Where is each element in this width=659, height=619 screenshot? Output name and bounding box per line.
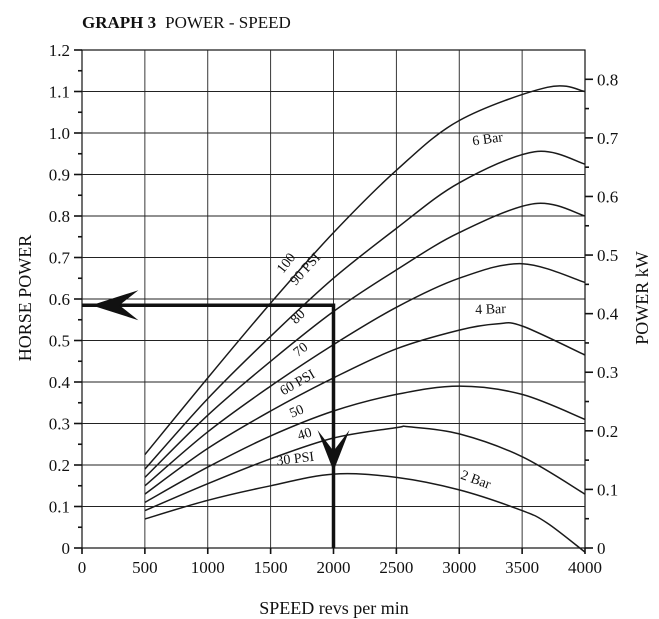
y2-tick-label: 0 — [597, 539, 606, 558]
y2-tick-label: 0.3 — [597, 363, 618, 382]
y-tick-label: 0.3 — [49, 415, 70, 434]
axes: 0 500 1000 1500 2000 2500 3000 3500 400000.10.20… — [49, 41, 619, 577]
curve-label: 80 — [288, 307, 308, 328]
y2-tick-label: 0.8 — [597, 70, 618, 89]
pressure-curve-4 — [144, 321, 586, 495]
x-tick-label: 2500 — [379, 558, 413, 577]
curve-label: 60 PSI — [278, 367, 318, 399]
y-tick-label: 0.1 — [49, 498, 70, 517]
y2-tick-label: 0.2 — [597, 422, 618, 441]
pressure-curve-8 — [144, 85, 586, 456]
curve-label: 4 Bar — [475, 302, 507, 318]
y2-axis-title: POWER kW — [632, 251, 652, 345]
pressure-curve-1 — [144, 472, 586, 553]
curves — [144, 85, 586, 553]
y-tick-label: 0.6 — [49, 290, 70, 309]
y-tick-label: 1.2 — [49, 41, 70, 60]
chart-title-bold: GRAPH 3 — [82, 13, 156, 32]
y2-tick-label: 0.7 — [597, 129, 619, 148]
x-tick-label: 4000 — [568, 558, 602, 577]
y-axis-title: HORSE POWER — [15, 235, 35, 362]
y-tick-label: 0.4 — [49, 373, 71, 392]
chart-title-rest: POWER - SPEED — [165, 13, 291, 32]
y-tick-label: 0.5 — [49, 332, 70, 351]
x-tick-label: 0 — [78, 558, 87, 577]
pressure-curve-7 — [144, 150, 586, 470]
y-tick-label: 0.8 — [49, 207, 70, 226]
left-arrow-icon — [91, 290, 139, 321]
x-axis-title: SPEED revs per min — [259, 598, 408, 618]
y2-tick-label: 0.4 — [597, 305, 619, 324]
curve-label: 40 — [296, 425, 314, 443]
curve-label: 30 PSI — [276, 450, 316, 470]
x-tick-label: 3500 — [505, 558, 539, 577]
y2-tick-label: 0.5 — [597, 246, 618, 265]
curve-label: 6 Bar — [471, 130, 504, 149]
y-tick-label: 1.1 — [49, 83, 70, 102]
y-tick-label: 0.7 — [49, 249, 71, 268]
y2-tick-label: 0.1 — [597, 480, 618, 499]
pressure-curve-5 — [144, 262, 586, 487]
x-tick-label: 1000 — [191, 558, 225, 577]
pressure-curve-3 — [144, 385, 586, 504]
y-tick-label: 0.9 — [49, 166, 70, 185]
y-tick-label: 0 — [62, 539, 71, 558]
curve-label: 2 Bar — [459, 468, 493, 493]
y2-tick-label: 0.6 — [597, 187, 618, 206]
x-tick-label: 3000 — [442, 558, 476, 577]
example-reading — [82, 290, 350, 548]
y-tick-label: 1.0 — [49, 124, 70, 143]
x-tick-label: 1500 — [254, 558, 288, 577]
x-tick-label: 500 — [132, 558, 158, 577]
y-tick-label: 0.2 — [49, 456, 70, 475]
pressure-curve-6 — [144, 202, 586, 478]
down-arrow-icon — [317, 430, 350, 471]
chart-title: GRAPH 3 POWER - SPEED — [82, 13, 291, 32]
curve-label: 50 — [288, 402, 307, 421]
pressure-curve-2 — [144, 425, 586, 512]
x-tick-label: 2000 — [317, 558, 351, 577]
